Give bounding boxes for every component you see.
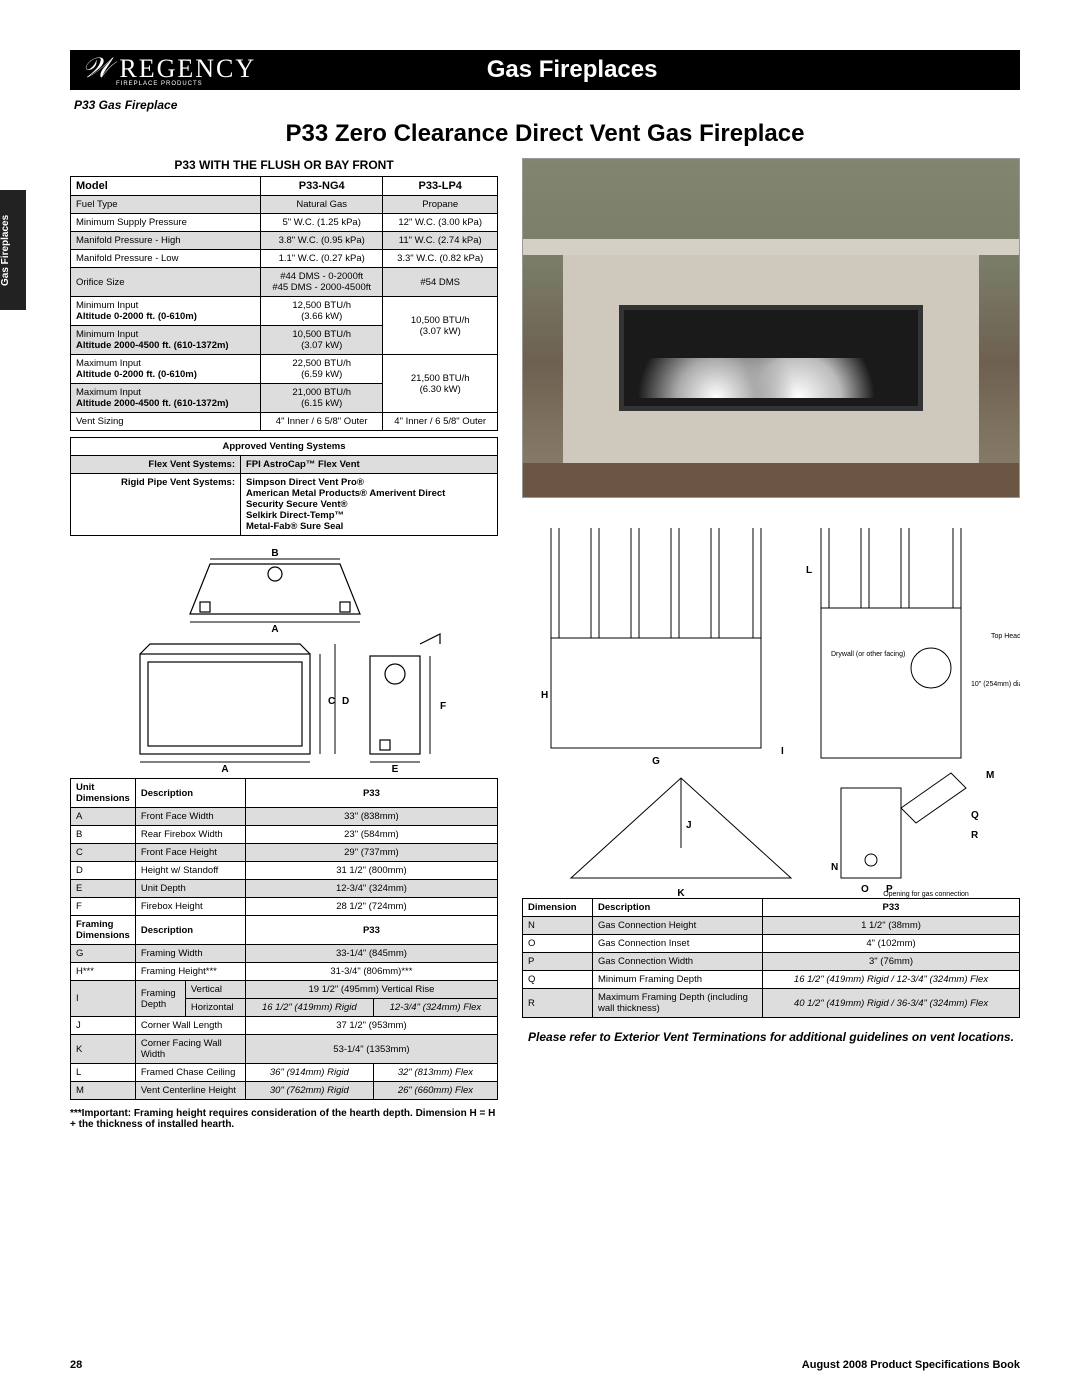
product-photo <box>522 158 1020 498</box>
svg-text:L: L <box>806 565 812 576</box>
svg-text:E: E <box>392 764 399 774</box>
spec-heading: P33 WITH THE FLUSH OR BAY FRONT <box>70 158 498 172</box>
svg-text:C: C <box>328 696 335 707</box>
svg-text:D: D <box>342 696 349 707</box>
framing-diagram: H G I L Top Header Drywall (or other fac… <box>522 508 1020 898</box>
right-dim-table: DimensionDescriptionP33 NGas Connection … <box>522 898 1020 1018</box>
header-bar: 𝒲REGENCY FIREPLACE PRODUCTS Gas Fireplac… <box>70 50 1020 90</box>
header-title: Gas Fireplaces <box>256 56 1008 84</box>
svg-text:Q: Q <box>971 810 979 821</box>
page-number: 28 <box>70 1359 82 1371</box>
svg-text:Drywall (or other facing): Drywall (or other facing) <box>831 651 905 658</box>
svg-text:A: A <box>271 624 278 635</box>
footer: 28 August 2008 Product Specifications Bo… <box>70 1359 1020 1371</box>
main-title: P33 Zero Clearance Direct Vent Gas Firep… <box>70 120 1020 148</box>
framing-note: ***Important: Framing height requires co… <box>70 1108 498 1130</box>
svg-text:A: A <box>221 764 228 774</box>
refer-note: Please refer to Exterior Vent Terminatio… <box>522 1030 1020 1044</box>
svg-text:O: O <box>861 884 869 895</box>
book-title: August 2008 Product Specifications Book <box>802 1359 1020 1371</box>
venting-table: Approved Venting Systems Flex Vent Syste… <box>70 437 498 536</box>
breadcrumb: P33 Gas Fireplace <box>74 98 1020 112</box>
side-tab: Gas Fireplaces <box>0 190 26 310</box>
svg-text:Top Header: Top Header <box>991 633 1020 640</box>
svg-text:Opening for gas connection: Opening for gas connection <box>883 891 969 898</box>
svg-text:J: J <box>686 820 692 831</box>
svg-text:I: I <box>781 746 784 757</box>
svg-text:10" (254mm) dia. Hole through: 10" (254mm) dia. Hole through wall Vent. <box>971 681 1020 688</box>
spec-table: Model P33-NG4 P33-LP4 Fuel TypeNatural G… <box>70 176 498 431</box>
unit-diagram: B A A C D <box>70 544 498 774</box>
svg-text:F: F <box>440 701 446 712</box>
svg-text:B: B <box>271 548 278 559</box>
svg-text:K: K <box>677 888 685 898</box>
svg-text:M: M <box>986 770 994 781</box>
svg-text:G: G <box>652 756 660 767</box>
svg-text:H: H <box>541 690 548 701</box>
dimensions-table: Unit DimensionsDescriptionP33 AFront Fac… <box>70 778 498 1100</box>
logo: 𝒲REGENCY FIREPLACE PRODUCTS <box>82 53 256 87</box>
svg-text:R: R <box>971 830 979 841</box>
svg-text:N: N <box>831 862 838 873</box>
